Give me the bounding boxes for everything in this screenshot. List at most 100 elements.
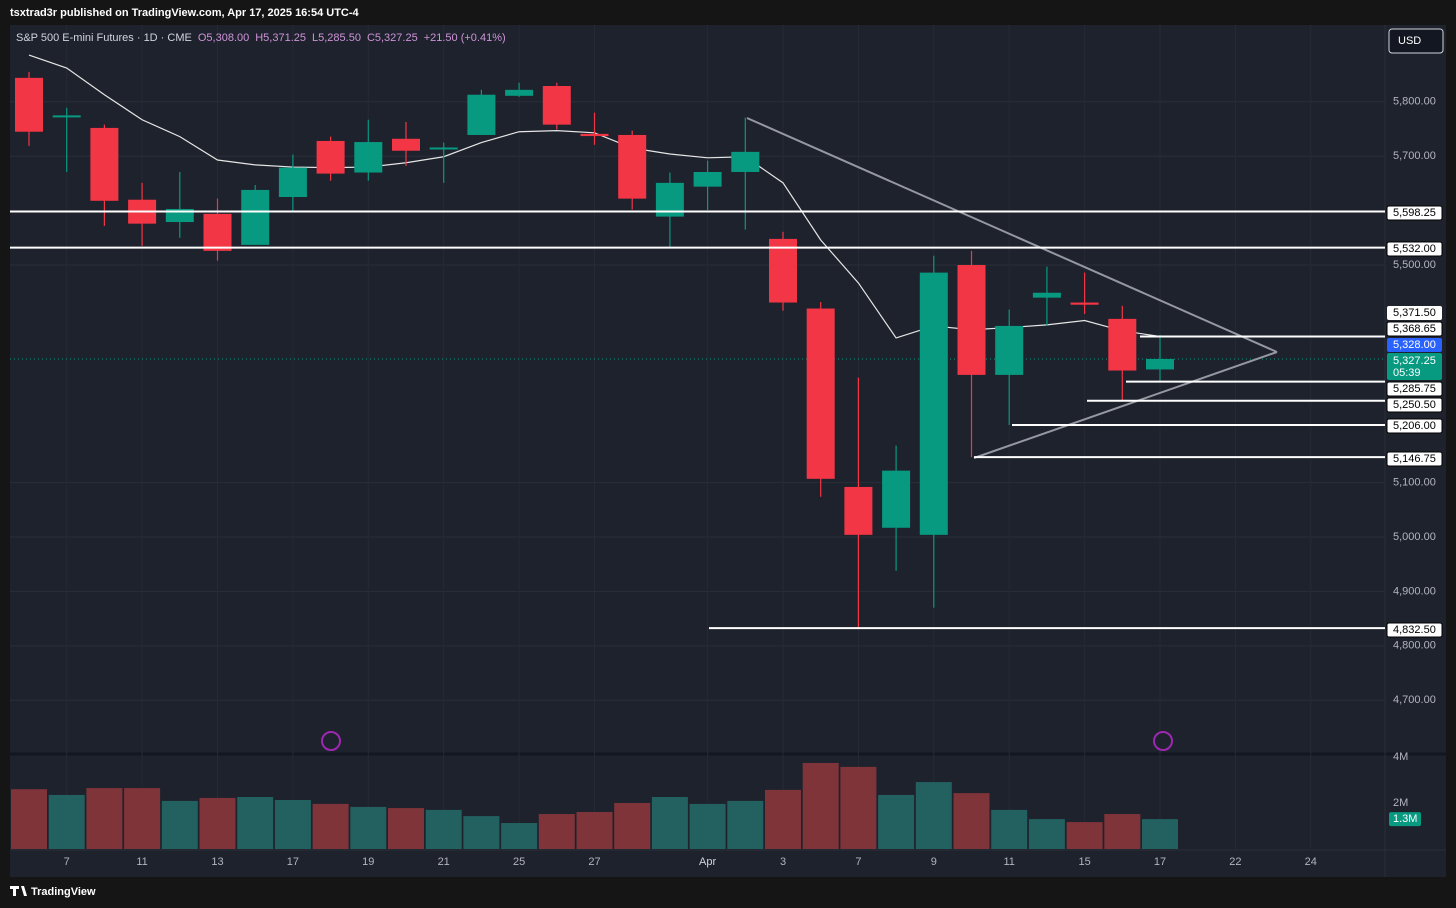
level-label: 5,598.25 xyxy=(1393,207,1436,219)
volume-bar xyxy=(1066,822,1103,849)
volume-bar xyxy=(765,789,801,849)
volume-bar xyxy=(199,797,236,849)
level-label-box xyxy=(1386,205,1443,221)
y-tick-label: 5,700.00 xyxy=(1393,150,1436,162)
header: tsxtrad3r published on TradingView.com, … xyxy=(10,7,360,19)
volume-bar xyxy=(878,794,915,849)
x-tick-label: Apr xyxy=(699,856,716,868)
candle-body xyxy=(1070,302,1099,305)
trend-line xyxy=(973,351,1278,459)
legend: S&P 500 E-mini Futures · 1D · CME O5,308.… xyxy=(16,32,506,44)
last-price-box xyxy=(1387,353,1442,380)
volume-bar xyxy=(425,809,462,849)
level-label-box xyxy=(1386,451,1443,467)
x-tick-label: 19 xyxy=(362,856,374,868)
candle-body xyxy=(731,151,760,172)
ohlc: C5,327.25 xyxy=(367,32,418,44)
candle-body xyxy=(90,127,119,201)
candle-body xyxy=(1108,318,1137,371)
price-marker-box xyxy=(1387,306,1442,320)
candle-body xyxy=(278,167,307,198)
x-tick-label: 21 xyxy=(438,856,450,868)
ohlc: H5,371.25 xyxy=(255,32,306,44)
candle-body xyxy=(769,238,797,303)
x-tick-label: 24 xyxy=(1305,856,1317,868)
candle-body xyxy=(957,265,986,375)
price-marker-box xyxy=(1387,338,1442,352)
volume-bar xyxy=(614,803,651,849)
price-marker-label: 5,328.00 xyxy=(1393,339,1436,351)
volume-bar xyxy=(689,803,726,849)
candle-body xyxy=(241,189,270,245)
volume-bar xyxy=(991,809,1028,849)
volume-tick-label: 2M xyxy=(1393,797,1408,809)
logo xyxy=(10,886,27,896)
volume-bar xyxy=(350,806,387,849)
currency-box[interactable] xyxy=(1388,28,1444,54)
candle-body xyxy=(467,94,496,135)
volume-bar xyxy=(161,800,198,849)
volume-bar xyxy=(237,797,274,849)
countdown: 05:39 xyxy=(1393,367,1421,379)
candle-body xyxy=(52,115,81,118)
level-label: 5,532.00 xyxy=(1393,243,1436,255)
candle-body xyxy=(505,89,534,96)
volume-bar xyxy=(501,823,538,849)
x-tick-label: 25 xyxy=(513,856,525,868)
level-label: 5,206.00 xyxy=(1393,420,1436,432)
volume-bar xyxy=(1104,814,1141,849)
y-tick-label: 4,900.00 xyxy=(1393,585,1436,597)
volume-bar xyxy=(1028,819,1065,849)
x-tick-label: 11 xyxy=(1003,856,1014,868)
x-tick-label: 27 xyxy=(588,856,600,868)
level-label-box xyxy=(1386,321,1443,337)
price-marker-label: 5,371.50 xyxy=(1393,307,1436,319)
x-tick-label: 13 xyxy=(211,856,223,868)
event-icon[interactable] xyxy=(321,731,341,751)
volume-bar xyxy=(915,782,952,849)
x-tick-label: 7 xyxy=(855,856,861,868)
volume-bar xyxy=(538,814,575,849)
y-tick-label: 5,500.00 xyxy=(1393,259,1436,271)
volume-bar xyxy=(86,788,123,849)
candle-body xyxy=(1032,292,1061,298)
level-label: 5,285.75 xyxy=(1393,383,1436,395)
level-label-box xyxy=(1386,241,1443,257)
level-label: 5,250.50 xyxy=(1393,399,1436,411)
ohlc: O5,308.00 xyxy=(198,32,249,44)
candle-body xyxy=(618,134,647,199)
trend-line xyxy=(746,117,1278,353)
footer: TradingView xyxy=(31,886,96,898)
candle-body xyxy=(882,470,911,528)
candle-body xyxy=(693,171,722,187)
candle-body xyxy=(995,325,1024,375)
level-label: 5,146.75 xyxy=(1393,453,1436,465)
volume-bar xyxy=(11,789,47,849)
level-label: 4,832.50 xyxy=(1393,624,1436,636)
volume-bar xyxy=(727,800,764,849)
symbol: S&P 500 E-mini Futures · 1D · CME xyxy=(16,32,192,44)
volume-label: 1.3M xyxy=(1393,813,1417,825)
x-tick-label: 17 xyxy=(1154,856,1166,868)
y-tick-label: 5,100.00 xyxy=(1393,477,1436,489)
change: +21.50 (+0.41%) xyxy=(424,32,506,44)
plot xyxy=(11,54,1178,849)
x-tick-label: 7 xyxy=(64,856,70,868)
chart-panel xyxy=(10,25,1446,877)
level-label-box xyxy=(1386,622,1443,638)
volume-bar xyxy=(651,797,688,849)
volume-bar xyxy=(312,803,349,849)
candle-body xyxy=(1146,358,1174,370)
x-tick-label: 9 xyxy=(931,856,937,868)
currency: USD xyxy=(1398,35,1421,47)
volume-bar xyxy=(274,800,311,849)
y-tick-label: 4,700.00 xyxy=(1393,694,1436,706)
volume-bar xyxy=(576,811,613,849)
x-tick-label: 3 xyxy=(780,856,786,868)
candle-body xyxy=(542,86,571,125)
event-icon[interactable] xyxy=(1153,731,1173,751)
x-tick-label: 15 xyxy=(1078,856,1090,868)
x-tick-label: 17 xyxy=(287,856,299,868)
candle-body xyxy=(392,138,420,151)
